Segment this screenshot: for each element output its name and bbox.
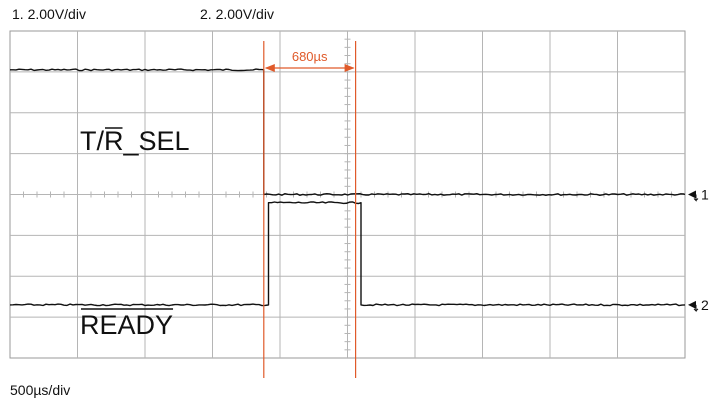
channel-ref-marker-1: 1 [688,187,709,203]
ref-arrow-down-icon [693,304,699,313]
channel-ref-label: 2 [701,297,709,313]
channel-ref-marker-2: 2 [688,297,709,313]
ref-arrow-down-icon [693,194,699,202]
ch1-scale-label: 1. 2.00V/div [12,6,86,22]
trace-labels: 1 2 T/R_SEL READY [80,126,709,340]
trace-label-tr-sel: T/R_SEL [80,126,190,156]
traces [9,68,686,307]
ref-arrow-icon [688,190,696,199]
timebase-label: 500µs/div [10,382,71,398]
cursor-delta-label: 680µs [292,49,328,64]
trace-ready [9,201,686,307]
arrow-right-icon [344,64,355,72]
channel-ref-label: 1 [701,187,709,203]
trace-t-r-sel [10,68,686,196]
arrow-left-icon [264,64,275,72]
trace-label-ready: READY [80,310,173,340]
ref-arrow-icon [688,300,696,309]
time-cursors: 680µs [263,41,357,378]
ch2-scale-label: 2. 2.00V/div [200,6,274,22]
